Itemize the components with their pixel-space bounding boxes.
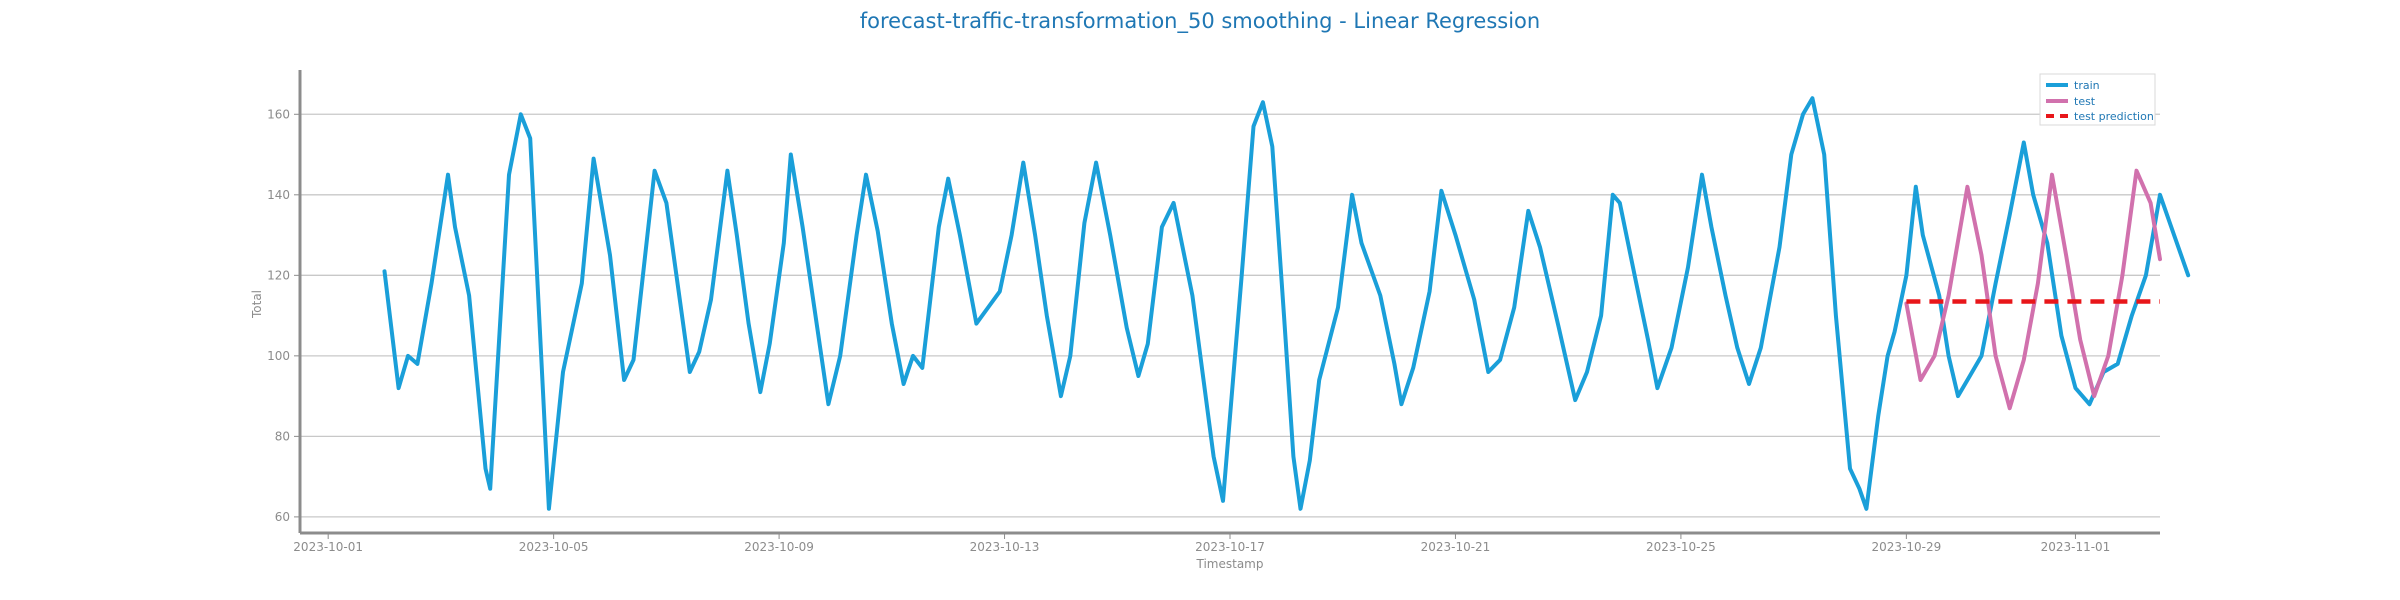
legend: train test test prediction: [2039, 73, 2156, 126]
x-tick-label: 2023-10-01: [293, 540, 363, 554]
y-axis-label: Total: [250, 290, 264, 319]
y-tick-label: 100: [267, 349, 290, 363]
legend-label-test: test: [2074, 95, 2096, 108]
y-tick-label: 60: [275, 510, 290, 524]
legend-label-test-prediction: test prediction: [2074, 110, 2154, 123]
y-tick-label: 120: [267, 268, 290, 282]
chart-title: forecast-traffic-transformation_50 smoot…: [860, 9, 1540, 34]
x-tick-label: 2023-10-13: [970, 540, 1040, 554]
x-tick-label: 2023-10-29: [1871, 540, 1941, 554]
y-tick-label: 140: [267, 188, 290, 202]
x-tick-label: 2023-11-01: [2041, 540, 2111, 554]
x-tick-label: 2023-10-05: [519, 540, 589, 554]
x-axis-label: Timestamp: [1196, 557, 1264, 571]
x-tick-label: 2023-10-17: [1195, 540, 1265, 554]
y-tick-label: 80: [275, 429, 290, 443]
x-tick-label: 2023-10-09: [744, 540, 814, 554]
tick-labels: 60 80 100 120 140 160 2023-10-01 2023-10-05 2023…: [267, 107, 2110, 554]
legend-label-train: train: [2074, 79, 2100, 92]
series-lines: [382, 96, 2191, 511]
gridlines: [300, 113, 2160, 518]
series-train: [382, 96, 2191, 511]
x-tick-label: 2023-10-25: [1646, 540, 1716, 554]
series-test: [1904, 168, 2162, 411]
x-tick-label: 2023-10-21: [1421, 540, 1491, 554]
y-tick-label: 160: [267, 107, 290, 121]
